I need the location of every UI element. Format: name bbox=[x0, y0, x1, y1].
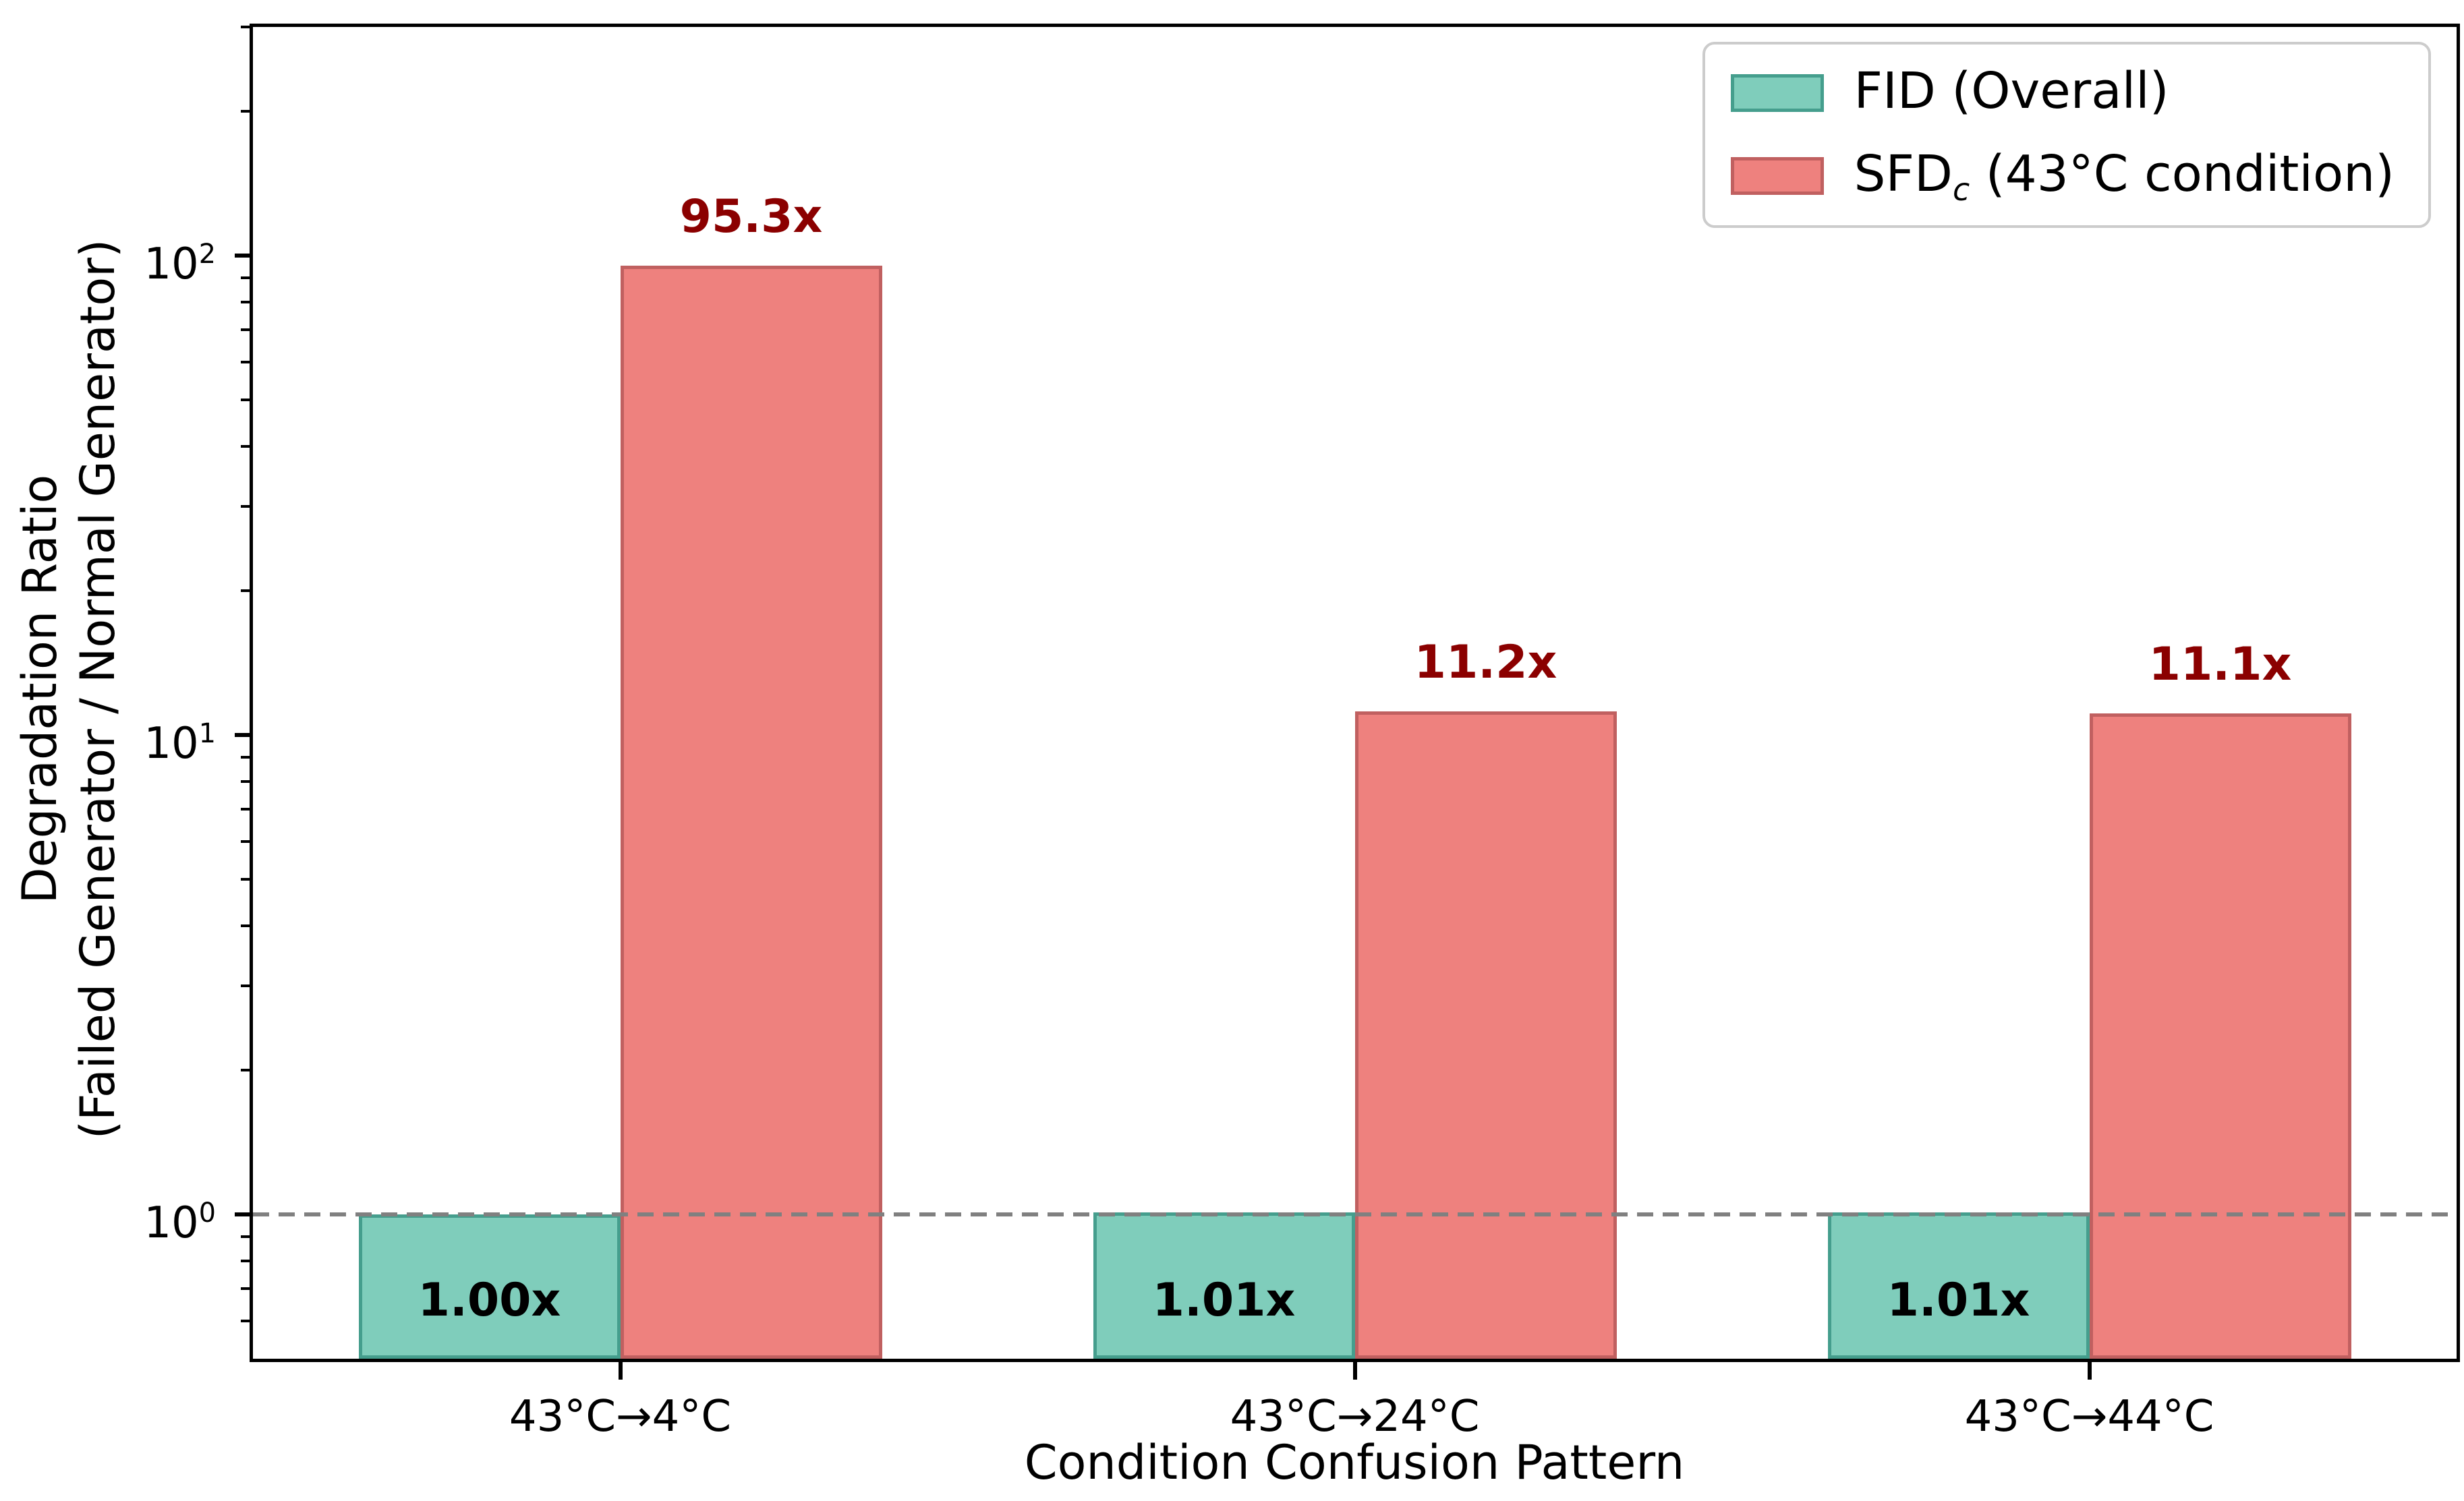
y-tick-base: 10 bbox=[144, 719, 199, 769]
y-tick-base: 10 bbox=[144, 1198, 199, 1248]
x-tick bbox=[618, 1362, 623, 1380]
y-minor-tick bbox=[241, 779, 250, 783]
y-minor-tick bbox=[241, 276, 250, 279]
bar-value-label: 1.01x bbox=[1887, 1274, 2030, 1327]
bar-fid bbox=[358, 1214, 621, 1359]
bar-fid bbox=[1093, 1212, 1355, 1359]
x-tick bbox=[1352, 1362, 1357, 1380]
bar-sfdc bbox=[1354, 711, 1617, 1359]
bar-fid bbox=[1827, 1212, 2090, 1359]
bar-value-label: 1.00x bbox=[418, 1274, 561, 1327]
x-axis-label: Condition Confusion Pattern bbox=[1024, 1435, 1685, 1490]
y-major-tick bbox=[235, 254, 250, 258]
y-minor-tick bbox=[241, 360, 250, 363]
y-minor-tick bbox=[241, 589, 250, 593]
y-minor-tick bbox=[241, 840, 250, 843]
y-axis-label: Degradation Ratio (Failed Generator / No… bbox=[11, 239, 127, 1140]
x-tick bbox=[2087, 1362, 2092, 1380]
x-tick-label: 43°C→44°C bbox=[1964, 1392, 2214, 1442]
y-tick-exponent: 0 bbox=[198, 1197, 216, 1229]
y-minor-tick bbox=[241, 1319, 250, 1322]
legend-label-fid: FID (Overall) bbox=[1854, 62, 2169, 125]
bar-value-label: 1.01x bbox=[1152, 1274, 1296, 1327]
y-axis-label-line1: Degradation Ratio bbox=[12, 474, 67, 904]
y-minor-tick bbox=[241, 984, 250, 987]
y-minor-tick bbox=[241, 26, 250, 28]
y-major-tick bbox=[235, 1212, 250, 1216]
bar-value-label: 11.1x bbox=[2148, 637, 2292, 691]
y-tick-exponent: 2 bbox=[198, 239, 216, 270]
y-minor-tick bbox=[241, 808, 250, 811]
bar-sfdc bbox=[2089, 713, 2351, 1359]
bar-sfdc bbox=[620, 266, 882, 1359]
y-minor-tick bbox=[241, 399, 250, 402]
y-minor-tick bbox=[241, 328, 250, 332]
plot-area: FID (Overall) SFDc (43°C condition) 100 1… bbox=[144, 24, 2460, 1441]
y-minor-tick bbox=[241, 755, 250, 759]
y-minor-tick bbox=[241, 1259, 250, 1262]
reference-line bbox=[253, 1212, 2457, 1216]
legend-item-fid: FID (Overall) bbox=[1731, 62, 2395, 125]
y-major-tick bbox=[235, 733, 250, 738]
y-minor-tick bbox=[241, 1235, 250, 1238]
y-minor-tick bbox=[241, 504, 250, 508]
y-tick-label: 102 bbox=[81, 227, 216, 291]
legend-item-sfdc: SFDc (43°C condition) bbox=[1731, 145, 2395, 208]
legend-fid-text: FID (Overall) bbox=[1854, 62, 2169, 120]
x-tick-label: 43°C→24°C bbox=[1230, 1392, 1480, 1442]
legend: FID (Overall) SFDc (43°C condition) bbox=[1702, 42, 2431, 228]
y-tick-base: 10 bbox=[144, 239, 199, 290]
y-minor-tick bbox=[241, 445, 250, 448]
y-minor-tick bbox=[241, 878, 250, 881]
y-minor-tick bbox=[241, 301, 250, 304]
bar-value-label: 95.3x bbox=[679, 190, 823, 244]
y-tick-label: 100 bbox=[81, 1186, 216, 1250]
legend-sfdc-sub: c bbox=[1953, 171, 1970, 208]
fid-swatch bbox=[1731, 74, 1825, 113]
y-minor-tick bbox=[241, 1287, 250, 1291]
y-minor-tick bbox=[241, 1068, 250, 1071]
y-axis-label-line2: (Failed Generator / Normal Generator) bbox=[70, 239, 125, 1140]
y-minor-tick bbox=[241, 924, 250, 927]
y-tick-exponent: 1 bbox=[198, 718, 216, 750]
y-tick-label: 101 bbox=[81, 707, 216, 771]
legend-sfdc-text: SFD bbox=[1854, 144, 1953, 203]
legend-sfdc-post: (43°C condition) bbox=[1970, 144, 2395, 203]
bar-value-label: 11.2x bbox=[1414, 636, 1557, 690]
y-minor-tick bbox=[241, 110, 250, 113]
x-tick-label: 43°C→4°C bbox=[509, 1392, 732, 1442]
sfdc-swatch bbox=[1731, 157, 1825, 196]
legend-label-sfdc: SFDc (43°C condition) bbox=[1854, 145, 2395, 208]
